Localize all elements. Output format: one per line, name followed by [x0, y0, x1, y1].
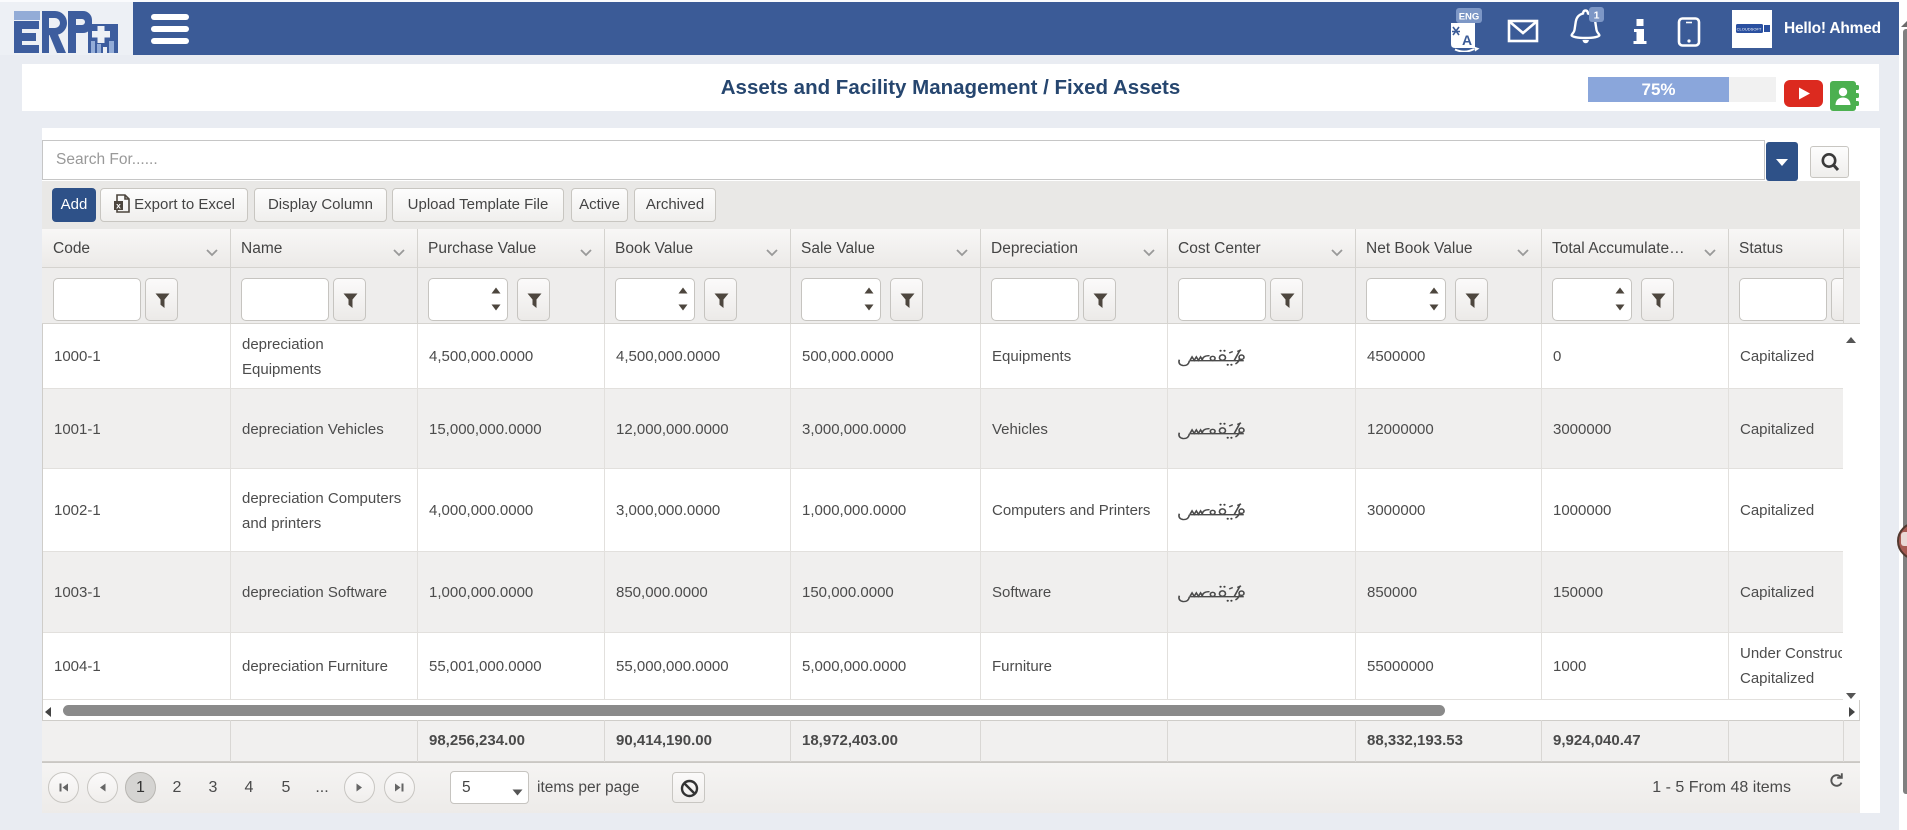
svg-text:1: 1 — [1594, 10, 1600, 22]
svg-text:CLOUDSOFT: CLOUDSOFT — [1737, 27, 1762, 32]
svg-text:A: A — [1462, 32, 1472, 48]
svg-text:x: x — [116, 201, 121, 211]
svg-text:ENG: ENG — [1459, 12, 1480, 23]
